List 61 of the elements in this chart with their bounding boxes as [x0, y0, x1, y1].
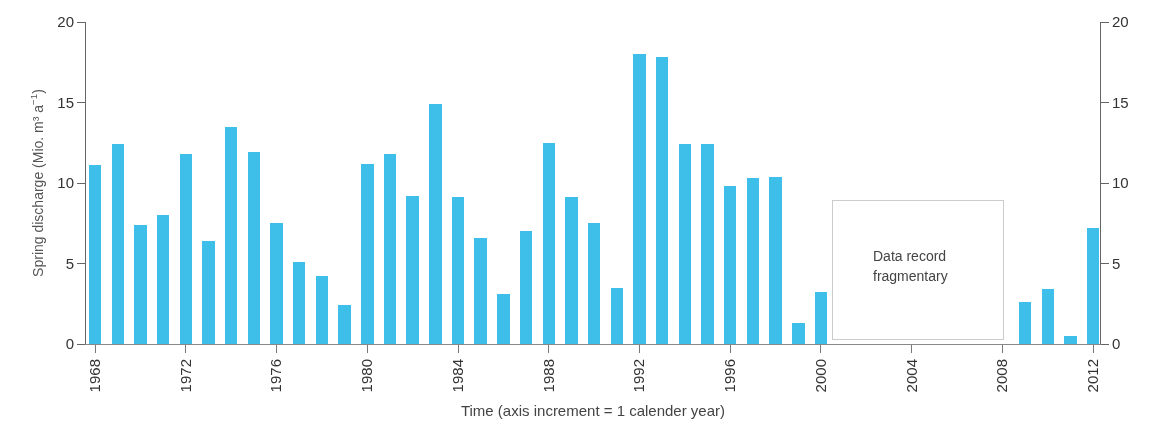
bar	[1019, 302, 1031, 344]
x-tick-label: 2000	[811, 359, 829, 393]
bar	[89, 165, 101, 344]
x-tick-label: 1972	[176, 359, 194, 393]
x-tick-label: 2008	[993, 359, 1011, 393]
bar	[202, 241, 215, 344]
bar	[429, 104, 442, 344]
y-tick-label: 10	[57, 174, 74, 192]
bar	[611, 288, 623, 344]
y-tick-label: 5	[65, 254, 74, 272]
x-tick-label: 1968	[85, 359, 103, 393]
bar	[701, 144, 714, 344]
bar	[180, 154, 192, 344]
bar	[248, 152, 260, 344]
bar	[293, 262, 305, 344]
bar	[112, 144, 124, 344]
bar	[134, 225, 147, 344]
bar	[792, 323, 805, 344]
x-tick-label: 1992	[630, 359, 648, 393]
bar	[565, 197, 578, 344]
x-tick-label: 2004	[902, 359, 920, 393]
bar	[1064, 336, 1077, 344]
bar	[338, 305, 351, 344]
bar	[1087, 228, 1099, 344]
bar	[316, 276, 328, 344]
bar	[815, 292, 827, 344]
bar	[769, 177, 782, 344]
y2-tick-label: 15	[1112, 93, 1129, 111]
bar	[724, 186, 736, 344]
x-tick-label: 1980	[358, 359, 376, 393]
x-tick-label: 1988	[539, 359, 557, 393]
bar	[543, 143, 555, 344]
annotation: Data record fragmentary	[873, 247, 948, 286]
y2-tick-label: 5	[1112, 254, 1121, 272]
y2-tick-label: 0	[1112, 335, 1121, 353]
bar	[361, 164, 374, 344]
bar	[270, 223, 283, 344]
y2-tick-label: 20	[1112, 13, 1129, 31]
bar	[406, 196, 419, 344]
x-tick-label: 2012	[1084, 359, 1102, 393]
bar	[384, 154, 396, 344]
bar	[157, 215, 169, 344]
bar	[656, 57, 668, 344]
y-tick-label: 15	[57, 93, 74, 111]
x-tick-label: 1976	[267, 359, 285, 393]
x-tick-label: 1984	[448, 359, 466, 393]
bar	[747, 178, 759, 344]
bar	[520, 231, 532, 344]
x-tick-label: 1996	[721, 359, 739, 393]
y-tick-label: 20	[57, 13, 74, 31]
bar	[225, 127, 237, 344]
y2-tick-label: 10	[1112, 174, 1129, 192]
bar	[679, 144, 691, 344]
bar	[474, 238, 487, 344]
y-tick-label: 0	[65, 335, 74, 353]
bar	[633, 54, 646, 344]
bar	[588, 223, 600, 344]
x-axis-title: Time (axis increment = 1 calender year)	[460, 402, 726, 420]
bar	[1042, 289, 1054, 344]
bar	[452, 197, 464, 344]
bar	[497, 294, 510, 344]
